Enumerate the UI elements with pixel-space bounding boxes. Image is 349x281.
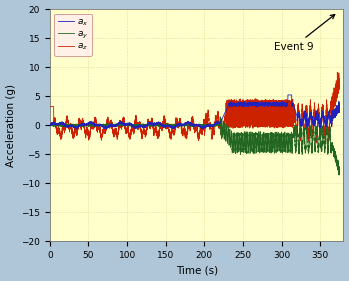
$a_x$ bbox=[74, 127, 79, 131]
$a_y$ bbox=[337, 170, 342, 174]
$a_y$ bbox=[110, 124, 114, 127]
$a_z$ bbox=[337, 82, 342, 86]
$a_y$ bbox=[276, 145, 280, 149]
$a_z$ bbox=[48, 105, 52, 108]
Y-axis label: Acceleration (g): Acceleration (g) bbox=[6, 84, 16, 167]
$a_y$ bbox=[336, 165, 341, 168]
$a_x$ bbox=[337, 107, 342, 110]
$a_y$ bbox=[337, 173, 342, 177]
$a_x$ bbox=[48, 123, 52, 126]
$a_x$ bbox=[110, 124, 114, 127]
$a_z$ bbox=[336, 91, 341, 95]
$a_x$ bbox=[276, 104, 280, 108]
$a_x$ bbox=[156, 121, 161, 125]
$a_z$ bbox=[335, 71, 340, 74]
$a_y$ bbox=[48, 124, 52, 128]
$a_z$ bbox=[156, 133, 161, 137]
$a_y$ bbox=[107, 123, 111, 126]
$a_z$ bbox=[235, 109, 239, 112]
$a_x$ bbox=[235, 103, 239, 106]
Line: $a_z$: $a_z$ bbox=[50, 72, 340, 143]
Line: $a_x$: $a_x$ bbox=[50, 95, 340, 129]
Text: Event 9: Event 9 bbox=[274, 15, 335, 52]
X-axis label: Time (s): Time (s) bbox=[176, 266, 218, 275]
$a_x$ bbox=[336, 106, 341, 110]
$a_z$ bbox=[276, 123, 280, 127]
$a_y$ bbox=[156, 123, 161, 126]
$a_z$ bbox=[326, 142, 331, 145]
Line: $a_y$: $a_y$ bbox=[50, 117, 340, 175]
$a_z$ bbox=[110, 123, 114, 126]
Legend: $a_x$, $a_y$, $a_z$: $a_x$, $a_y$, $a_z$ bbox=[54, 13, 92, 56]
$a_y$ bbox=[235, 144, 239, 147]
$a_y$ bbox=[218, 115, 222, 119]
$a_x$ bbox=[286, 93, 290, 97]
$a_z$ bbox=[107, 121, 111, 124]
$a_x$ bbox=[107, 125, 111, 128]
